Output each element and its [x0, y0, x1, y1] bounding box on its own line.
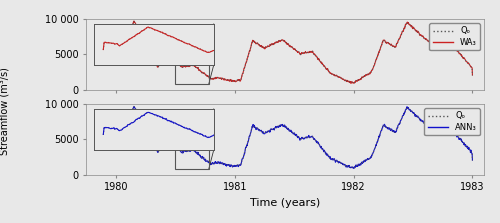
- Text: Streamflow (m³/s): Streamflow (m³/s): [0, 68, 10, 155]
- Legend: Qₒ, ANN₃: Qₒ, ANN₃: [424, 108, 480, 135]
- Legend: Qₒ, WA₃: Qₒ, WA₃: [429, 23, 480, 50]
- X-axis label: Time (years): Time (years): [250, 198, 320, 208]
- Bar: [176, 64, 208, 84]
- Bar: [176, 149, 208, 169]
